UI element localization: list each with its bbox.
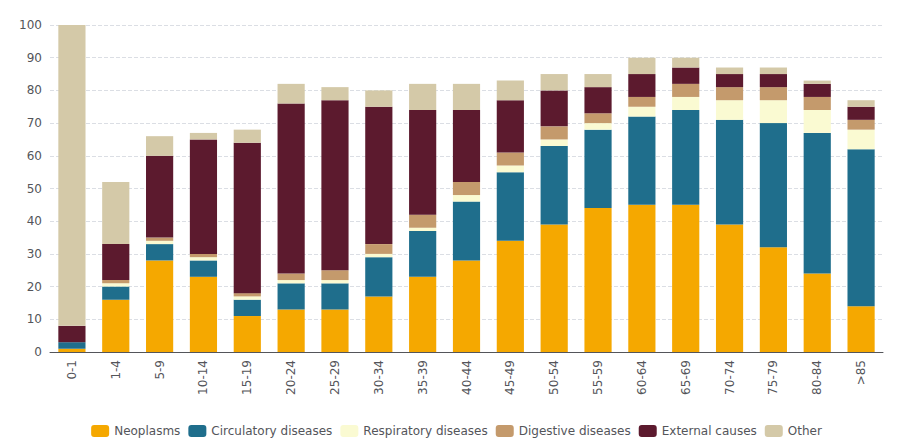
svg-text:25-29: 25-29	[328, 360, 342, 395]
svg-text:65-69: 65-69	[679, 360, 693, 395]
svg-text:50-54: 50-54	[547, 360, 561, 395]
svg-text:Other: Other	[788, 424, 822, 438]
svg-text:70-74: 70-74	[723, 360, 737, 395]
svg-text:20-24: 20-24	[284, 360, 298, 395]
svg-text:10-14: 10-14	[196, 360, 210, 395]
svg-text:Respiratory diseases: Respiratory diseases	[363, 424, 487, 438]
svg-text:75-79: 75-79	[766, 360, 780, 395]
svg-text:30: 30	[27, 247, 42, 261]
svg-text:60-64: 60-64	[635, 360, 649, 395]
svg-text:45-49: 45-49	[503, 360, 517, 395]
svg-text:Digestive diseases: Digestive diseases	[519, 424, 631, 438]
svg-text:1-4: 1-4	[109, 360, 123, 380]
svg-text:0-1: 0-1	[65, 360, 79, 380]
svg-text:70: 70	[27, 116, 42, 130]
svg-text:50: 50	[27, 182, 42, 196]
svg-text:15-19: 15-19	[240, 360, 254, 395]
svg-text:100: 100	[19, 18, 42, 32]
svg-text:Neoplasms: Neoplasms	[114, 424, 180, 438]
svg-text:Circulatory diseases: Circulatory diseases	[211, 424, 332, 438]
svg-text:20: 20	[27, 280, 42, 294]
svg-text:External causes: External causes	[662, 424, 757, 438]
svg-text:80-84: 80-84	[810, 360, 824, 395]
svg-text:0: 0	[34, 345, 42, 359]
svg-text:5-9: 5-9	[153, 360, 167, 380]
svg-text:90: 90	[27, 51, 42, 65]
svg-text:30-34: 30-34	[372, 360, 386, 395]
svg-text:80: 80	[27, 83, 42, 97]
svg-text:40: 40	[27, 214, 42, 228]
svg-text:40-44: 40-44	[460, 360, 474, 395]
svg-text:35-39: 35-39	[416, 360, 430, 395]
svg-text:60: 60	[27, 149, 42, 163]
svg-text:>85: >85	[854, 360, 868, 385]
svg-text:10: 10	[27, 312, 42, 326]
svg-text:55-59: 55-59	[591, 360, 605, 395]
